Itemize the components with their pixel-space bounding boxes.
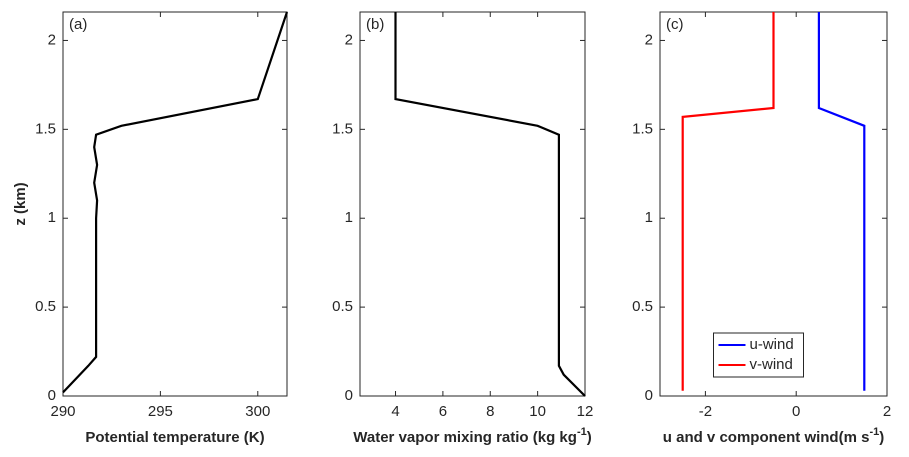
profile-line <box>394 12 586 397</box>
y-tick-label: 1 <box>345 209 353 226</box>
x-tick-label: 2 <box>883 403 891 420</box>
axes-box <box>62 11 288 397</box>
y-tick-label: 1 <box>48 209 56 226</box>
axes-box <box>359 11 586 397</box>
panel-label: (b) <box>366 16 384 33</box>
y-tick-label: 1 <box>645 209 653 226</box>
x-axis-label-end: ) <box>879 429 884 446</box>
x-axis-label-end: ) <box>587 429 592 446</box>
x-tick-label: 290 <box>50 403 75 420</box>
x-tick-label: 0 <box>792 403 800 420</box>
y-tick-label: 0 <box>645 387 653 404</box>
x-axis-label: Water vapor mixing ratio (kg kg-1) <box>353 426 591 446</box>
x-tick-label: 6 <box>439 403 447 420</box>
y-tick-label: 0.5 <box>632 298 653 315</box>
y-tick-label: 0.5 <box>332 298 353 315</box>
x-tick-label: -2 <box>699 403 712 420</box>
profile-line <box>681 12 775 391</box>
x-tick-label: 300 <box>245 403 270 420</box>
panel-label: (c) <box>666 16 684 33</box>
panel-label: (a) <box>69 16 87 33</box>
y-tick-label: 1.5 <box>35 120 56 137</box>
x-tick-label: 12 <box>577 403 594 420</box>
y-axis-label: z (km) <box>12 182 29 225</box>
x-tick-label: 295 <box>148 403 173 420</box>
y-tick-label: 2 <box>345 31 353 48</box>
profile-line <box>817 12 866 391</box>
x-axis-label-text: Potential temperature (K) <box>85 429 264 446</box>
legend-box <box>713 332 804 378</box>
y-tick-label: 2 <box>48 31 56 48</box>
x-axis-label: Potential temperature (K) <box>85 429 264 446</box>
y-tick-label: 1.5 <box>632 120 653 137</box>
x-axis-label-sup: -1 <box>869 426 879 438</box>
y-tick-label: 0 <box>48 387 56 404</box>
x-axis-label: u and v component wind(m s-1) <box>663 426 884 446</box>
profile-line <box>62 11 289 394</box>
x-tick-label: 4 <box>391 403 399 420</box>
legend-label: u-wind <box>750 336 794 353</box>
y-tick-label: 2 <box>645 31 653 48</box>
y-tick-label: 0.5 <box>35 298 56 315</box>
x-tick-label: 8 <box>486 403 494 420</box>
x-tick-label: 10 <box>529 403 546 420</box>
x-axis-label-text: Water vapor mixing ratio (kg kg <box>353 429 577 446</box>
y-tick-label: 0 <box>345 387 353 404</box>
x-axis-label-sup: -1 <box>577 426 587 438</box>
x-axis-label-text: u and v component wind(m s <box>663 429 870 446</box>
legend-label: v-wind <box>750 356 793 373</box>
y-tick-label: 1.5 <box>332 120 353 137</box>
